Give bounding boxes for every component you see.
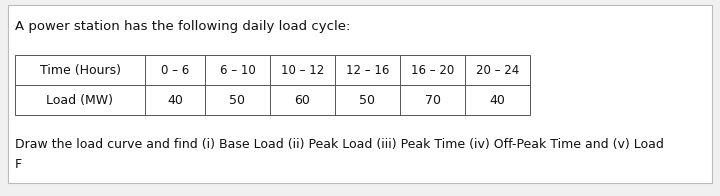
Text: Draw the load curve and find (i) Base Load (ii) Peak Load (iii) Peak Time (iv) O: Draw the load curve and find (i) Base Lo… [15,138,664,151]
Bar [15,55,530,115]
Text: 6 – 10: 6 – 10 [220,64,256,76]
Text: A power station has the following daily load cycle:: A power station has the following daily … [15,20,351,33]
Text: 40: 40 [490,93,505,106]
Text: 50: 50 [359,93,376,106]
Text: 60: 60 [294,93,310,106]
Text: 50: 50 [230,93,246,106]
Text: 16 – 20: 16 – 20 [411,64,454,76]
Text: 0 – 6: 0 – 6 [161,64,189,76]
Text: 10 – 12: 10 – 12 [281,64,324,76]
Text: Time (Hours): Time (Hours) [40,64,120,76]
Text: 70: 70 [425,93,441,106]
Text: 20 – 24: 20 – 24 [476,64,519,76]
Text: Load (MW): Load (MW) [47,93,114,106]
Text: 40: 40 [167,93,183,106]
Text: F: F [15,158,22,171]
Text: 12 – 16: 12 – 16 [346,64,390,76]
